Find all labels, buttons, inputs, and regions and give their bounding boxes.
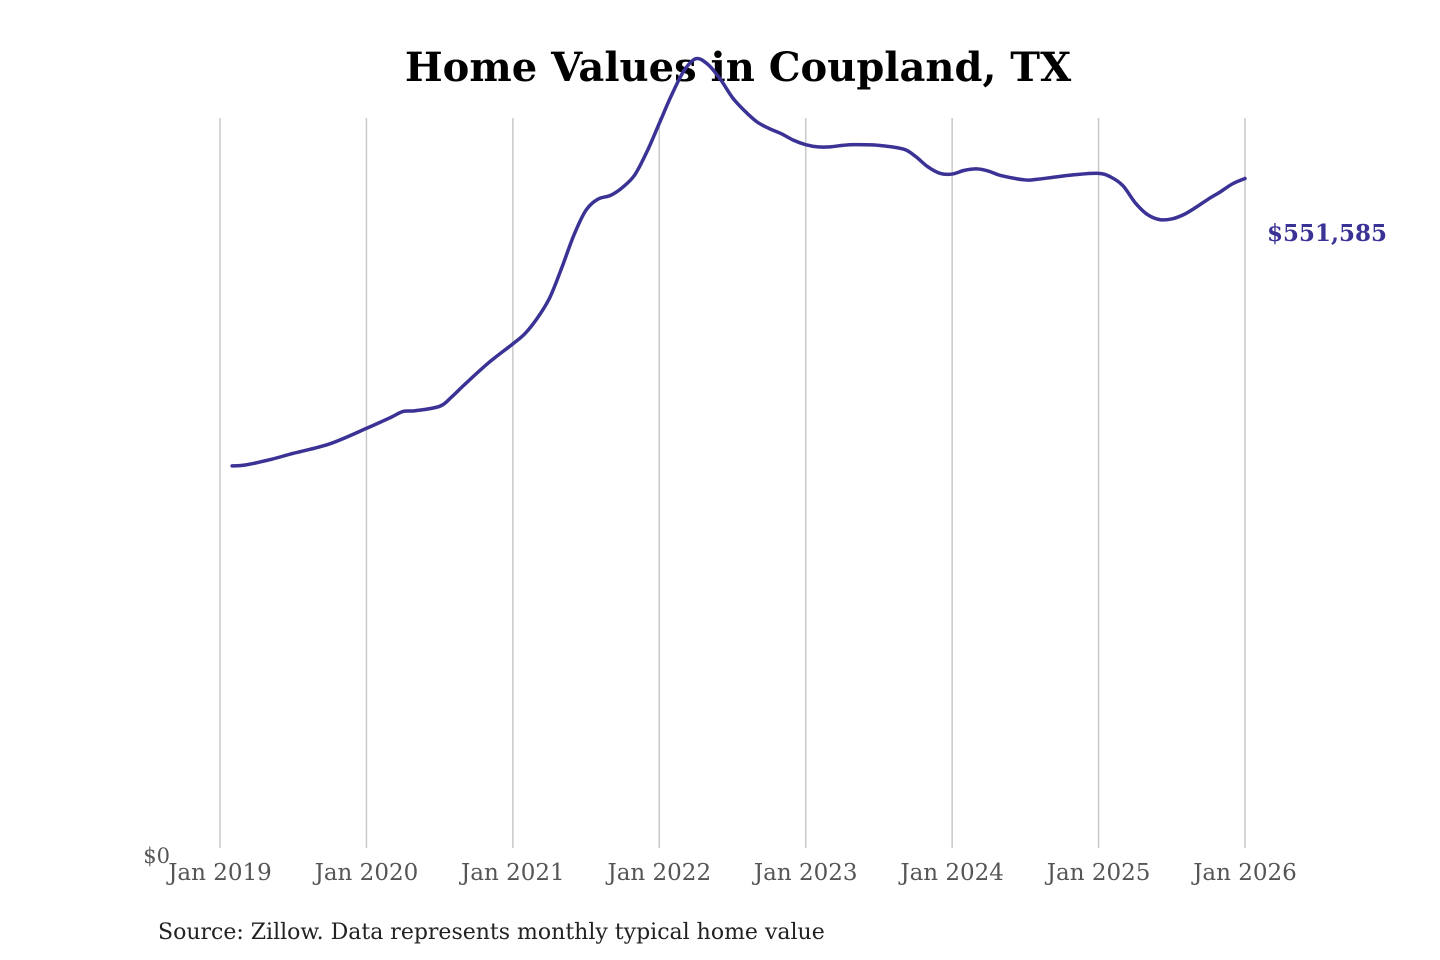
x-tick-label: Jan 2022 [605, 860, 711, 886]
x-tick-label: Jan 2020 [313, 860, 419, 886]
x-tick-label: Jan 2024 [898, 860, 1004, 886]
x-tick-label: Jan 2023 [752, 860, 858, 886]
series-layer [230, 56, 1247, 468]
series-line-0 [230, 56, 1247, 468]
x-tick-label: Jan 2025 [1045, 860, 1151, 886]
x-tick-label: Jan 2021 [459, 860, 565, 886]
y-tick-label-zero: $0 [143, 844, 170, 868]
gridlines [219, 118, 1246, 848]
x-axis-ticks: Jan 2019 Jan 2020 Jan 2021 Jan 2022 Jan 2023… [166, 860, 1297, 886]
x-tick-label: Jan 2026 [1191, 860, 1297, 886]
source-note: Source: Zillow. Data represents monthly … [158, 920, 825, 945]
x-tick-label: Jan 2019 [166, 860, 272, 886]
series-end-value-label: $551,585 [1267, 220, 1387, 247]
chart-title: Home Values in Coupland, TX [405, 44, 1071, 91]
